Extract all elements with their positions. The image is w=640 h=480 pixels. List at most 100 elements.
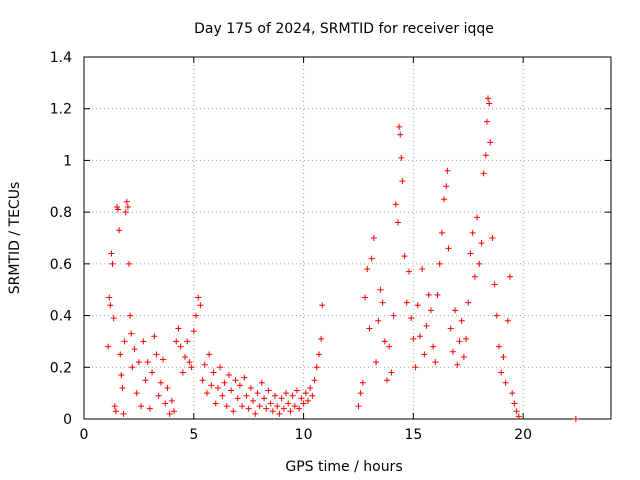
y-tick-label: 1.4: [50, 50, 72, 66]
data-point: [500, 353, 507, 360]
data-point: [230, 408, 237, 415]
y-tick-label: 1: [63, 153, 72, 169]
data-point: [269, 408, 276, 415]
data-point: [398, 154, 405, 161]
data-point: [396, 123, 403, 130]
data-point: [206, 351, 213, 358]
data-point: [430, 343, 437, 350]
y-tick-label: 1.2: [50, 102, 72, 118]
data-point: [190, 328, 197, 335]
data-point: [121, 338, 128, 345]
data-point: [129, 364, 136, 371]
data-point: [157, 379, 164, 386]
data-point: [414, 302, 421, 309]
data-point: [304, 397, 311, 404]
data-point: [315, 351, 322, 358]
data-point: [379, 299, 386, 306]
data-point: [124, 203, 131, 210]
data-point: [377, 286, 384, 293]
chart-title: Day 175 of 2024, SRMTID for receiver iqq…: [194, 21, 494, 37]
data-point: [256, 403, 263, 410]
data-point: [390, 312, 397, 319]
data-point: [140, 338, 147, 345]
data-point: [219, 392, 226, 399]
data-point: [119, 384, 126, 391]
data-point: [166, 410, 173, 417]
data-point: [122, 209, 129, 216]
data-point: [307, 384, 314, 391]
y-tick-label: 0.2: [50, 360, 72, 376]
data-point: [177, 343, 184, 350]
data-point: [118, 372, 125, 379]
data-point: [164, 384, 171, 391]
y-tick-label: 0.4: [50, 309, 72, 325]
data-point: [287, 408, 294, 415]
data-point: [366, 325, 373, 332]
x-axis-label: GPS time / hours: [285, 459, 402, 475]
data-point: [188, 364, 195, 371]
data-point: [214, 384, 221, 391]
data-point: [405, 268, 412, 275]
data-point: [223, 403, 230, 410]
data-point: [232, 377, 239, 384]
data-point: [368, 255, 375, 262]
data-point: [149, 369, 156, 376]
x-axis-ticks: 0 5 10 15 20: [80, 57, 532, 443]
data-point: [182, 353, 189, 360]
data-point: [357, 390, 364, 397]
data-point: [278, 395, 285, 402]
data-point: [425, 291, 432, 298]
data-point: [234, 395, 241, 402]
data-point: [386, 343, 393, 350]
data-point: [291, 403, 298, 410]
data-point: [515, 413, 522, 420]
data-point: [300, 400, 307, 407]
data-point: [298, 395, 305, 402]
data-point: [228, 387, 235, 394]
data-point: [162, 400, 169, 407]
data-point: [123, 198, 130, 205]
data-point: [395, 219, 402, 226]
data-point: [483, 118, 490, 125]
data-point: [491, 281, 498, 288]
data-point: [489, 235, 496, 241]
data-point: [146, 405, 153, 412]
data-point: [108, 250, 115, 257]
data-point: [115, 206, 122, 213]
data-point: [175, 325, 182, 332]
data-point: [458, 317, 465, 324]
x-tick-label: 10: [295, 427, 313, 443]
data-point: [509, 390, 516, 397]
data-point: [168, 397, 175, 404]
data-point: [128, 330, 135, 337]
data-point: [144, 359, 151, 366]
data-point: [241, 374, 248, 381]
x-tick-label: 15: [404, 427, 422, 443]
data-point: [239, 403, 246, 410]
data-point: [467, 250, 474, 257]
data-point: [131, 346, 138, 353]
data-point: [359, 379, 366, 386]
data-point: [416, 333, 423, 340]
data-point: [133, 390, 140, 397]
y-axis-ticks: 0 0.2 0.4 0.6 0.8 1 1.2 1.4: [50, 50, 611, 428]
x-tick-label: 5: [189, 427, 198, 443]
data-point: [276, 410, 283, 417]
data-point: [171, 408, 178, 415]
data-point: [274, 403, 281, 410]
data-point: [153, 351, 160, 358]
data-point: [373, 359, 380, 366]
y-tick-label: 0: [63, 412, 72, 428]
data-point: [245, 405, 252, 412]
data-point: [487, 139, 494, 146]
data-point: [142, 377, 149, 384]
data-point: [485, 95, 492, 102]
data-point: [208, 382, 215, 389]
data-point: [283, 390, 290, 397]
data-point: [109, 260, 116, 267]
data-point: [272, 392, 279, 399]
data-point: [412, 364, 419, 371]
data-point: [160, 356, 167, 363]
data-point: [127, 312, 134, 319]
